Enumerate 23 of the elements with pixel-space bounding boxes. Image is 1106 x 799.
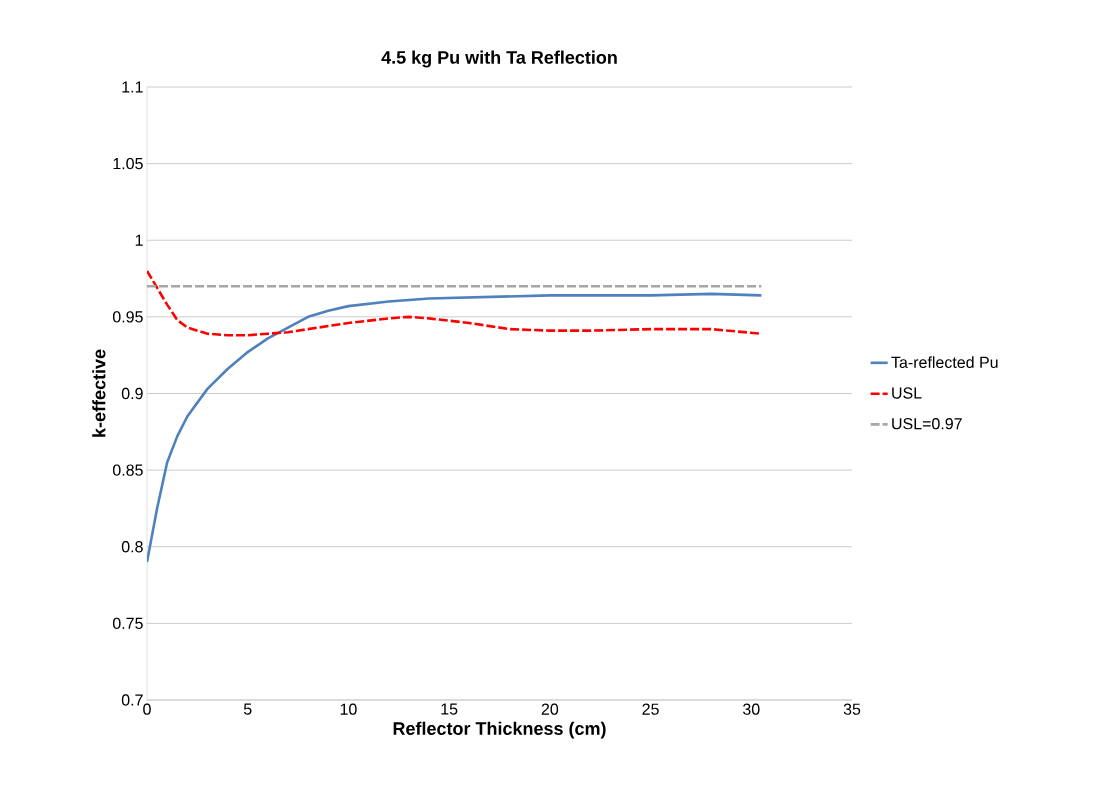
- x-tick-label: 5: [243, 703, 252, 715]
- x-axis-title: Reflector Thickness (cm): [393, 721, 606, 739]
- x-tick-label: 30: [743, 703, 760, 715]
- y-tick-label: 1.05: [113, 157, 143, 170]
- x-tick-label: 0: [143, 703, 151, 715]
- legend-label: Ta-reflected Pu: [891, 356, 998, 369]
- y-tick-label: 0.75: [112, 617, 143, 630]
- y-tick-label: 0.85: [112, 464, 143, 476]
- x-tick-label: 15: [441, 703, 458, 715]
- y-tick-label: 1: [135, 234, 143, 246]
- y-tick-label: 1.1: [122, 81, 143, 93]
- y-tick-label: 0.9: [121, 387, 143, 400]
- x-tick-label: 10: [340, 703, 357, 715]
- x-tick-label: 35: [843, 703, 861, 715]
- y-tick-label: 0.95: [112, 311, 143, 323]
- x-tick-label: 25: [642, 703, 659, 715]
- chart-title: 4.5 kg Pu with Ta Reflection: [381, 50, 617, 68]
- legend-label: USL: [892, 387, 922, 399]
- y-tick-label: 0.8: [121, 541, 143, 553]
- y-tick-label: 0.7: [121, 694, 143, 706]
- legend-label: USL=0.97: [892, 418, 962, 430]
- y-axis-title: k-effective: [92, 349, 106, 437]
- x-tick-label: 20: [541, 703, 559, 715]
